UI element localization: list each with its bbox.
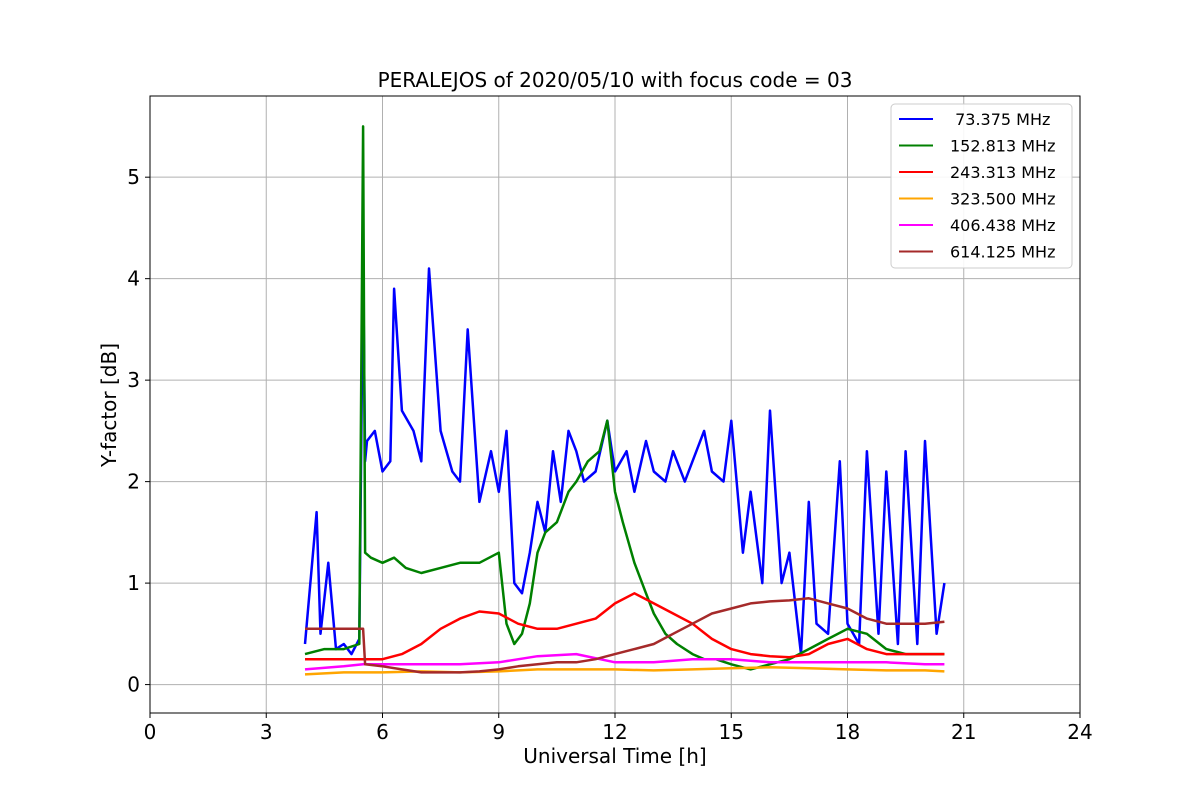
series-line-4 [304, 652, 945, 671]
x-tick-label: 9 [492, 720, 505, 744]
legend-entry: 73.375 MHz [899, 110, 1050, 129]
legend-entry: 614.125 MHz [899, 243, 1055, 262]
y-axis-label: Y-factor [dB] [97, 343, 121, 468]
x-tick-label: 6 [376, 720, 389, 744]
x-tick-label: 24 [1067, 720, 1092, 744]
x-tick-label: 18 [835, 720, 860, 744]
legend: 73.375 MHz 152.813 MHz 243.313 MHz 323.500 … [890, 103, 1073, 269]
series-line-0 [303, 257, 946, 656]
y-tick-label: 1 [127, 571, 140, 595]
x-axis-ticks: 0 3 6 9 12 15 18 21 24 [144, 713, 1093, 744]
x-tick-label: 21 [951, 720, 976, 744]
y-tick-label: 0 [127, 673, 140, 697]
x-tick-label: 12 [602, 720, 627, 744]
legend-entry: 152.813 MHz [899, 137, 1055, 156]
x-tick-label: 0 [144, 720, 157, 744]
legend-label: 406.438 MHz [950, 216, 1055, 235]
legend-label: 243.313 MHz [950, 163, 1055, 182]
y-tick-label: 3 [127, 368, 140, 392]
x-axis-label: Universal Time [h] [523, 744, 706, 768]
legend-label: 614.125 MHz [950, 243, 1055, 262]
legend-label: 323.500 MHz [950, 190, 1055, 209]
series-line-2 [305, 592, 945, 661]
legend-entry: 323.500 MHz [899, 190, 1055, 209]
legend-label: 152.813 MHz [950, 137, 1055, 156]
y-tick-label: 5 [127, 165, 140, 189]
y-axis-ticks: 0 1 2 3 4 5 [127, 165, 150, 697]
series-line-1 [304, 125, 945, 671]
legend-entry: 243.313 MHz [899, 163, 1055, 182]
x-tick-label: 3 [260, 720, 273, 744]
x-tick-label: 15 [719, 720, 744, 744]
legend-label: 73.375 MHz [950, 110, 1050, 129]
series-line-5 [305, 597, 945, 674]
legend-entry: 406.438 MHz [899, 216, 1055, 235]
y-tick-label: 4 [127, 267, 140, 291]
chart-title: PERALEJOS of 2020/05/10 with focus code … [378, 68, 853, 92]
y-tick-label: 2 [127, 470, 140, 494]
legend-box [890, 103, 1073, 269]
plot-series [303, 125, 946, 676]
